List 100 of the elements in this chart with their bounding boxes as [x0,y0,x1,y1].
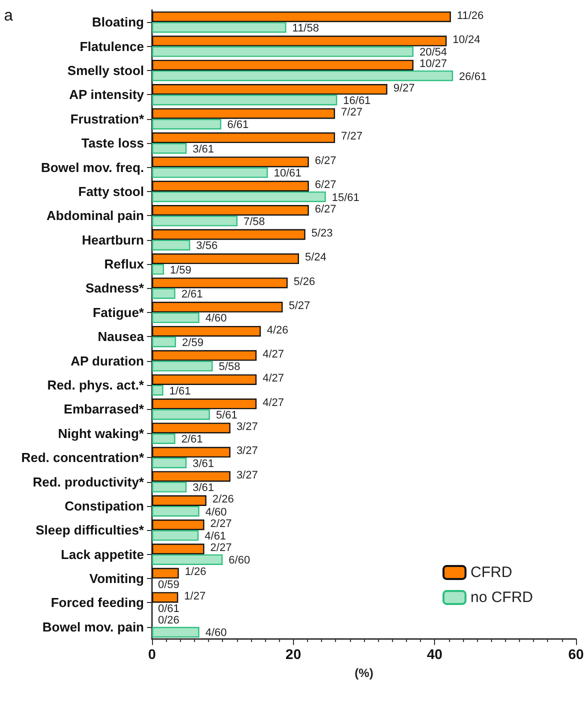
bar [152,94,338,106]
data-label: 0/61 [158,603,180,616]
data-label: 5/24 [304,252,326,264]
y-tick-label: Reflux [104,256,145,272]
y-tick-label: Abdominal pain [46,208,144,224]
bar [152,302,283,312]
data-label: 6/60 [228,554,250,567]
data-label: 3/27 [236,421,258,434]
data-label: 6/27 [314,203,336,216]
data-label: 5/61 [216,409,238,422]
y-tick-label: Red. concentration* [21,450,145,466]
bar [152,374,257,385]
data-label: 3/27 [236,445,258,458]
legend-label: no CFRD [470,589,534,606]
y-tick-label: AP intensity [69,87,145,102]
y-tick-label: Constipation [64,498,144,514]
y-tick-label: Sleep difficulties* [36,522,145,538]
bar [152,350,257,361]
data-label: 4/26 [266,324,288,336]
bar [152,482,187,492]
y-tick-label: Night waking* [58,426,145,441]
bar [152,446,230,458]
y-tick-label: Smelly stool [67,62,144,78]
bar [152,60,414,70]
bar [152,506,200,517]
bar [152,530,199,541]
bar [152,84,388,95]
data-label: 2/61 [181,288,203,301]
y-tick-label: Red. productivity* [32,474,145,490]
bar [152,229,306,240]
data-label: 16/61 [343,94,371,107]
bar [152,458,187,468]
y-tick-label: Sadness* [85,280,145,296]
y-tick-label: Embarrased* [64,402,145,417]
data-label: 11/26 [456,10,484,22]
bar [152,216,238,226]
data-label: 4/27 [262,348,284,360]
data-label: 7/58 [244,216,265,228]
y-tick-label: Fatigue* [92,304,145,320]
data-label: 4/27 [262,372,284,385]
data-label: 11/58 [292,22,319,34]
x-tick-label: 0 [148,646,156,662]
y-tick-label: Bowel mov. freq. [40,160,144,175]
x-axis-title: (%) [354,666,374,680]
data-label: 1/61 [169,385,191,398]
bar [152,143,187,154]
bar [152,191,326,202]
bar [152,22,286,33]
bar [152,312,200,324]
data-label: 20/54 [419,46,447,59]
x-tick-label: 60 [568,646,584,662]
bar [152,264,164,275]
data-label: 5/26 [294,276,316,288]
y-tick-label: Fatty stool [78,184,144,199]
bar [152,11,451,22]
data-label: 2/61 [181,434,203,446]
data-label: 5/58 [218,361,240,374]
data-label: 2/27 [210,518,232,530]
data-label: 4/61 [204,530,226,542]
data-label: 10/27 [419,58,447,70]
data-label: 15/61 [332,192,360,204]
x-tick-label: 20 [286,646,302,662]
y-tick-label: Taste loss [81,136,144,151]
bar [152,409,210,420]
bar [152,204,309,216]
data-label: 1/27 [184,590,206,602]
y-tick-label: Bloating [92,14,144,30]
data-label: 4/60 [205,627,227,640]
y-tick-label: Frustration* [70,111,145,126]
data-label: 2/59 [182,336,204,349]
data-label: 9/27 [393,82,415,94]
bar [152,544,204,554]
bar [152,626,200,638]
data-label: 10/24 [452,34,480,46]
data-label: 1/26 [184,566,206,578]
data-label: 2/26 [212,494,234,506]
bar [152,336,176,348]
data-label: 0/26 [158,614,180,627]
data-label: 2/27 [210,542,232,554]
bar [152,384,164,396]
data-label: 4/27 [262,396,284,409]
data-label: 10/61 [274,168,302,180]
data-label: 5/27 [288,300,310,312]
data-label: 4/60 [205,506,227,518]
bar [152,108,336,119]
data-label: 3/56 [196,240,218,252]
bar [152,118,222,130]
data-label: 3/27 [236,469,258,482]
y-tick-label: Lack appetite [60,546,144,562]
bar [152,422,230,434]
data-label: 4/60 [205,312,227,325]
text: a [4,8,13,24]
x-tick-label: 40 [426,646,443,662]
data-label: 3/61 [192,482,214,494]
bar [152,253,299,264]
data-label: 6/27 [314,179,336,192]
bar [152,433,176,444]
bar [152,592,178,603]
data-label: 3/61 [192,143,214,156]
bar [152,132,336,144]
